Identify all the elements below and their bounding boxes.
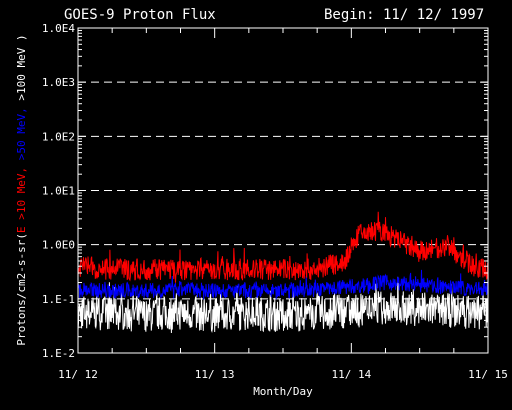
x-axis-label: Month/Day — [253, 385, 313, 398]
chart-title: GOES-9 Proton Flux — [64, 7, 216, 23]
x-tick-label: 11/ 15 — [468, 368, 508, 381]
y-axis-label-part: Protons/cm2-s-sr( — [15, 233, 28, 346]
y-axis: 1.0E4 1.0E3 1.0E2 1.0E1 1.0E0 1.E-1 1.E-2 — [42, 22, 488, 360]
y-axis-label-part: E >10 MeV, — [15, 160, 28, 233]
series-line-0 — [77, 276, 489, 334]
y-axis-label-part: >50 MeV, — [15, 101, 28, 161]
y-tick-label: 1.0E1 — [42, 185, 75, 198]
y-tick-label: 1.0E2 — [42, 130, 75, 143]
y-axis-label: Protons/cm2-s-sr(E >10 MeV, >50 MeV, >10… — [15, 34, 28, 345]
y-axis-label-part: >100 MeV ) — [15, 34, 28, 100]
grid — [78, 81, 488, 300]
series-line-1 — [77, 269, 489, 300]
series-group — [77, 211, 489, 334]
x-axis: 11/ 12 11/ 13 11/ 14 11/ 15 — [58, 28, 508, 381]
x-tick-label: 11/ 13 — [195, 368, 235, 381]
y-tick-label: 1.E-1 — [42, 293, 75, 306]
y-tick-label: 1.0E3 — [42, 76, 75, 89]
series-line-2 — [77, 211, 489, 283]
y-tick-label: 1.0E0 — [42, 239, 75, 252]
chart-subtitle: Begin: 11/ 12/ 1997 — [324, 7, 484, 23]
x-tick-label: 11/ 12 — [58, 368, 98, 381]
y-tick-label: 1.0E4 — [42, 22, 75, 35]
x-tick-label: 11/ 14 — [331, 368, 371, 381]
y-tick-label: 1.E-2 — [42, 347, 75, 360]
